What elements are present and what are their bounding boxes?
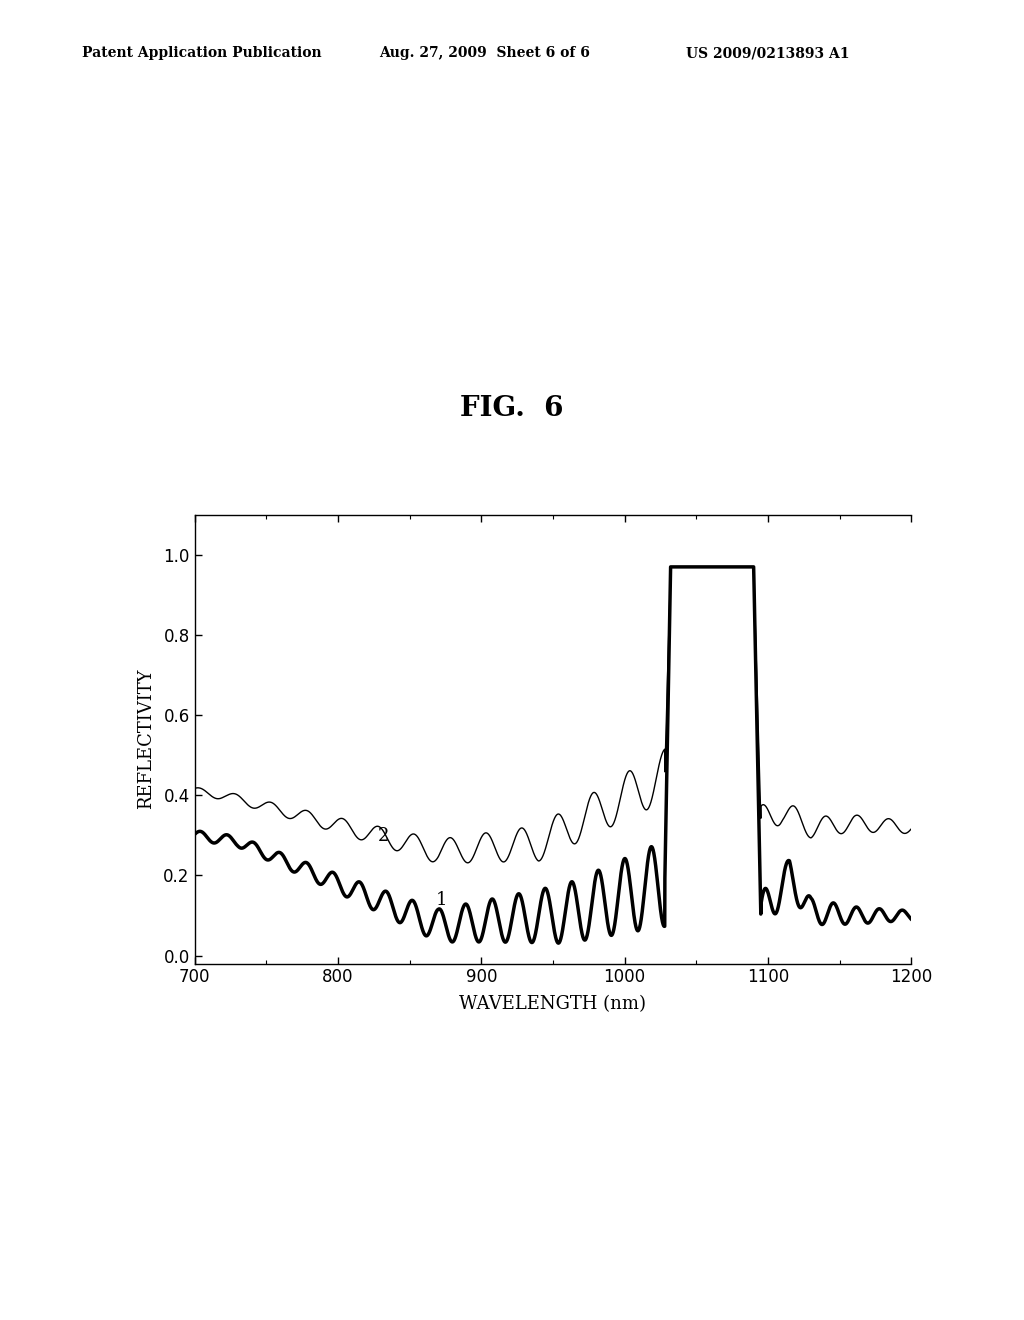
Text: FIG.  6: FIG. 6: [460, 396, 564, 422]
Text: 1: 1: [435, 891, 446, 909]
Y-axis label: REFLECTIVITY: REFLECTIVITY: [137, 669, 155, 809]
Text: Patent Application Publication: Patent Application Publication: [82, 46, 322, 61]
Text: 2: 2: [378, 828, 389, 845]
Text: Aug. 27, 2009  Sheet 6 of 6: Aug. 27, 2009 Sheet 6 of 6: [379, 46, 590, 61]
Text: US 2009/0213893 A1: US 2009/0213893 A1: [686, 46, 850, 61]
X-axis label: WAVELENGTH (nm): WAVELENGTH (nm): [460, 995, 646, 1012]
